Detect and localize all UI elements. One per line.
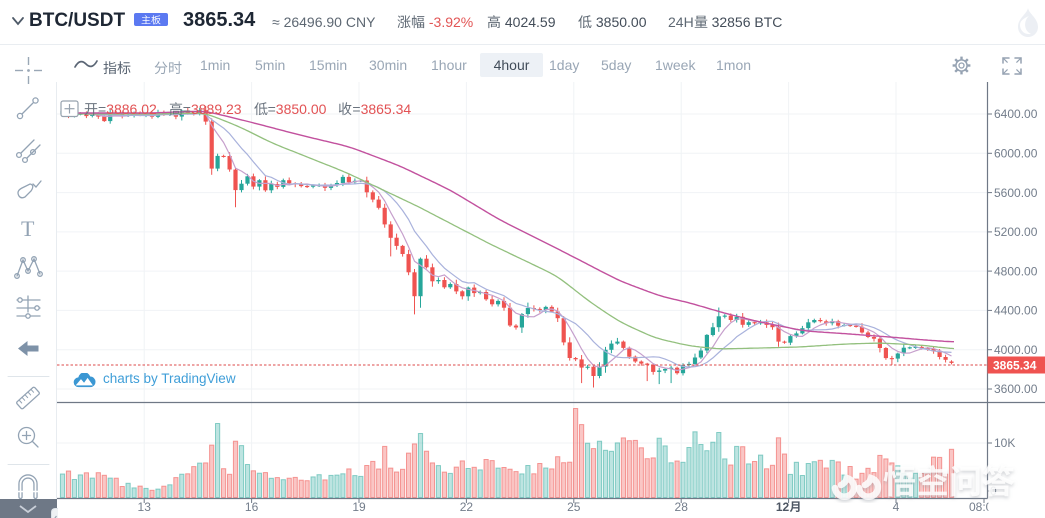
svg-text:0: 0 (990, 484, 997, 498)
svg-text:13: 13 (138, 500, 152, 514)
svg-text:4800.00: 4800.00 (994, 264, 1038, 278)
svg-text:4400.00: 4400.00 (994, 304, 1038, 318)
svg-text:3865.34: 3865.34 (993, 359, 1037, 373)
svg-text:25: 25 (567, 500, 581, 514)
svg-text:16: 16 (245, 500, 259, 514)
svg-text:22: 22 (460, 500, 474, 514)
svg-text:12: 12 (776, 500, 790, 514)
svg-text:10K: 10K (994, 436, 1015, 450)
svg-text:T: T (21, 216, 35, 241)
svg-text:3600.00: 3600.00 (994, 382, 1038, 396)
svg-text:5200.00: 5200.00 (994, 225, 1038, 239)
svg-text:4: 4 (893, 500, 900, 514)
svg-text:5600.00: 5600.00 (994, 186, 1038, 200)
svg-text:28: 28 (675, 500, 689, 514)
svg-text:19: 19 (352, 500, 366, 514)
svg-text:6400.00: 6400.00 (994, 107, 1038, 121)
svg-text:4000.00: 4000.00 (994, 343, 1038, 357)
svg-text:6000.00: 6000.00 (994, 147, 1038, 161)
